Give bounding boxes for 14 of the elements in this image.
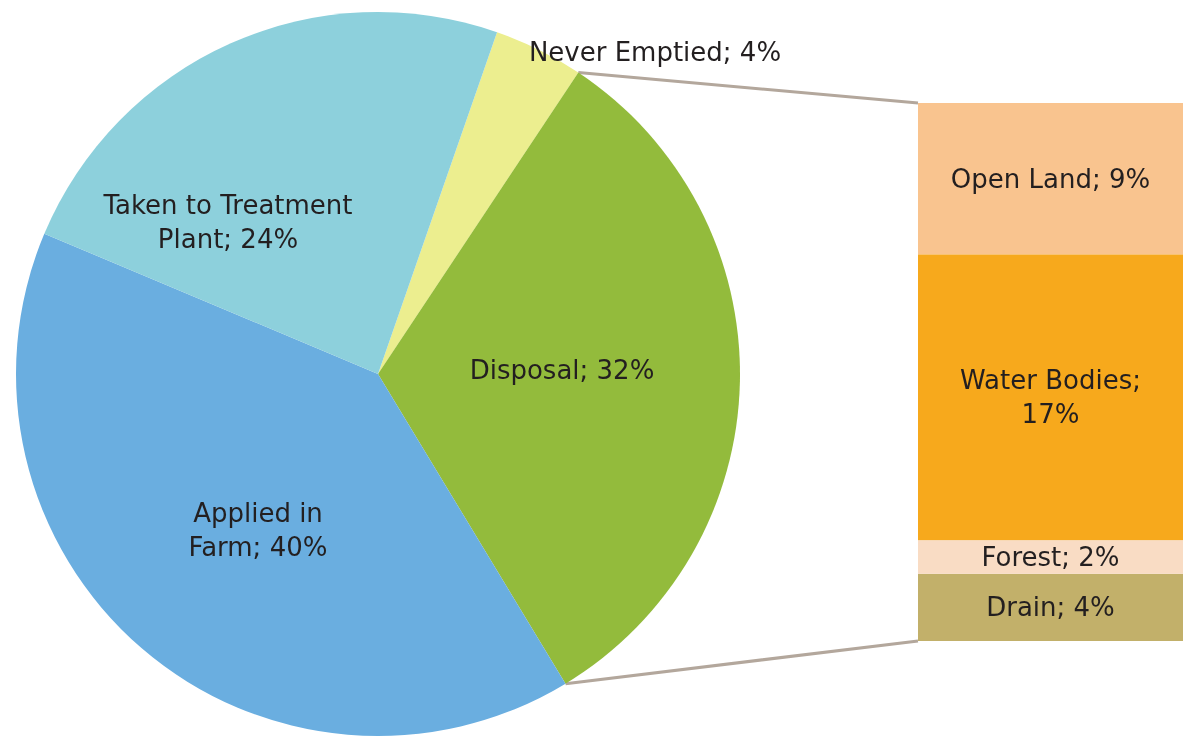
text: Forest; 2%: [981, 541, 1120, 572]
slice-label: Never Emptied; 4%: [528, 37, 782, 67]
slice-label: Applied in Farm; 40%: [188, 498, 328, 562]
bar: [918, 254, 1183, 541]
series-label: Water Bodies;: [960, 365, 1141, 396]
data-label: 17%: [1021, 399, 1080, 430]
bar: [918, 540, 1183, 574]
bar: [918, 103, 1183, 255]
text: Open Land; 9%: [950, 163, 1151, 194]
slice-label: Taken to Treatment Plant; 24%: [102, 190, 353, 254]
text: Drain; 4%: [986, 592, 1115, 623]
bar: [918, 573, 1183, 641]
slice-label: Disposal; 32%: [469, 355, 655, 385]
pie-slice: [378, 72, 740, 684]
